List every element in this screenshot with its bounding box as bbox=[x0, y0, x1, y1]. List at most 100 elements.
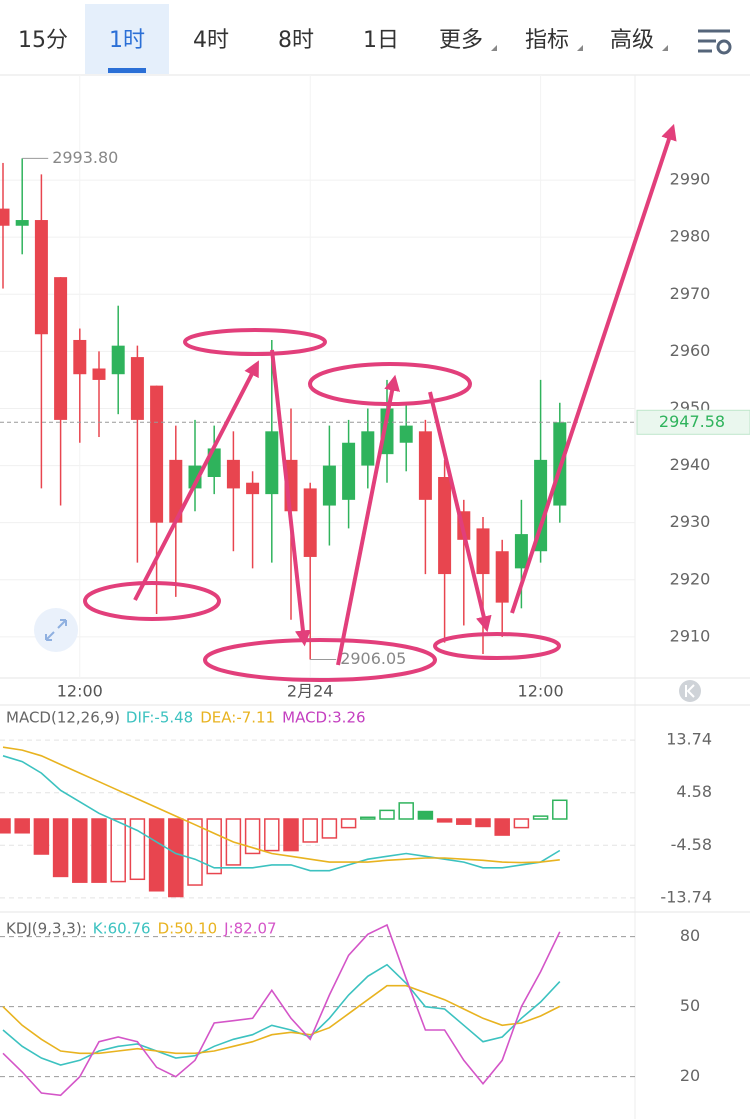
candle-body bbox=[361, 431, 375, 466]
y-tick-label: 2970 bbox=[670, 284, 711, 303]
y-tick-label: 2930 bbox=[670, 512, 711, 531]
last-price-label: 2947.58 bbox=[659, 412, 725, 431]
candle-body bbox=[399, 425, 413, 443]
candle-body bbox=[342, 442, 356, 500]
candle-body bbox=[130, 357, 144, 420]
dropdown-caret bbox=[577, 45, 583, 51]
legend-label: D:50.10 bbox=[158, 920, 218, 938]
tab[interactable]: 更多 bbox=[439, 28, 483, 53]
tab[interactable]: 1时 bbox=[109, 28, 145, 53]
y-tick-label: 2980 bbox=[670, 227, 711, 246]
indicator-line bbox=[2, 923, 561, 1097]
macd-bar bbox=[456, 818, 472, 825]
macd-bar bbox=[417, 810, 434, 820]
indicator-line bbox=[2, 984, 561, 1055]
candle-body bbox=[438, 477, 452, 575]
candle-body bbox=[0, 208, 10, 226]
y-tick-label: 13.74 bbox=[666, 730, 712, 749]
indicator-line bbox=[2, 755, 561, 872]
dropdown-caret bbox=[491, 45, 497, 51]
y-tick-label: 2910 bbox=[670, 626, 711, 645]
legend-label: DEA:-7.11 bbox=[200, 709, 275, 727]
candle-body bbox=[54, 277, 68, 420]
macd-bar bbox=[494, 818, 510, 836]
macd-bar bbox=[340, 818, 357, 829]
legend-label: K:60.76 bbox=[93, 920, 151, 938]
y-tick-label: 20 bbox=[680, 1066, 700, 1085]
macd-bar bbox=[475, 818, 491, 828]
x-tick-label: 12:00 bbox=[57, 682, 103, 701]
y-tick-label: -13.74 bbox=[660, 887, 712, 906]
active-tab-bg bbox=[85, 4, 169, 74]
scroll-end-button[interactable] bbox=[679, 680, 701, 702]
candle-body bbox=[111, 345, 125, 375]
macd-bar bbox=[532, 815, 549, 820]
macd-bar bbox=[225, 818, 242, 866]
annotation-label: 2993.80 bbox=[52, 148, 118, 167]
y-tick-label: 2990 bbox=[670, 170, 711, 189]
tab[interactable]: 8时 bbox=[278, 28, 314, 53]
candle-body bbox=[265, 431, 279, 495]
active-tab-underline bbox=[108, 68, 146, 73]
macd-bar bbox=[0, 818, 11, 834]
macd-bar bbox=[398, 802, 414, 820]
candle-body bbox=[15, 220, 29, 226]
indicator-line bbox=[2, 746, 560, 864]
tab[interactable]: 15分 bbox=[18, 28, 68, 53]
macd-bar bbox=[187, 818, 203, 886]
legend-label: DIF:-5.48 bbox=[126, 709, 193, 727]
dropdown-caret bbox=[662, 45, 668, 51]
candle-body bbox=[418, 431, 432, 500]
candle-body bbox=[303, 488, 317, 557]
macd-bar bbox=[244, 818, 261, 855]
hand-annotations bbox=[83, 123, 677, 682]
macd-bar bbox=[168, 818, 184, 898]
x-tick-label: 12:00 bbox=[518, 682, 564, 701]
candle-body bbox=[476, 528, 490, 575]
panel-title: KDJ(9,3,3): bbox=[6, 920, 87, 938]
macd-bar bbox=[52, 818, 69, 878]
candle-body bbox=[534, 459, 548, 552]
legend-label: MACD:3.26 bbox=[282, 709, 365, 727]
last-price-box bbox=[636, 409, 750, 435]
candle-body bbox=[322, 465, 336, 506]
tab[interactable]: 指标 bbox=[525, 28, 569, 53]
y-tick-label: 4.58 bbox=[676, 782, 712, 801]
y-tick-label: 2940 bbox=[670, 455, 711, 474]
macd-bar bbox=[148, 818, 165, 892]
candle-body bbox=[188, 465, 202, 489]
macd-bar bbox=[321, 818, 338, 839]
macd-bar bbox=[283, 818, 299, 852]
candle-body bbox=[495, 551, 509, 603]
tab[interactable]: 高级 bbox=[610, 28, 654, 53]
settings-icon[interactable] bbox=[698, 29, 732, 55]
macd-bar bbox=[14, 818, 30, 834]
expand-button[interactable] bbox=[34, 608, 78, 652]
x-tick-label: 2月24 bbox=[287, 682, 334, 701]
candle-body bbox=[169, 459, 183, 523]
macd-bar bbox=[33, 818, 50, 855]
candle-body bbox=[150, 385, 164, 523]
tab[interactable]: 1日 bbox=[363, 28, 399, 53]
macd-bar bbox=[110, 818, 126, 883]
y-tick-label: 80 bbox=[680, 926, 700, 945]
macd-bar bbox=[379, 809, 395, 820]
tab[interactable]: 4时 bbox=[193, 28, 229, 53]
macd-bar bbox=[360, 816, 376, 820]
macd-bar bbox=[129, 818, 146, 881]
panel-title: MACD(12,26,9) bbox=[6, 709, 120, 727]
macd-bar bbox=[302, 818, 318, 843]
candle-body bbox=[226, 459, 240, 489]
y-tick-label: 50 bbox=[680, 996, 700, 1015]
y-tick-label: 2920 bbox=[670, 569, 711, 588]
macd-bar bbox=[513, 818, 530, 829]
candle-body bbox=[73, 339, 87, 375]
candle-body bbox=[34, 220, 48, 335]
annotation-label: 2906.05 bbox=[340, 649, 406, 668]
candle-body bbox=[246, 482, 260, 495]
macd-bar bbox=[264, 818, 280, 852]
macd-bar bbox=[91, 818, 107, 883]
legend-label: J:82.07 bbox=[223, 920, 276, 938]
